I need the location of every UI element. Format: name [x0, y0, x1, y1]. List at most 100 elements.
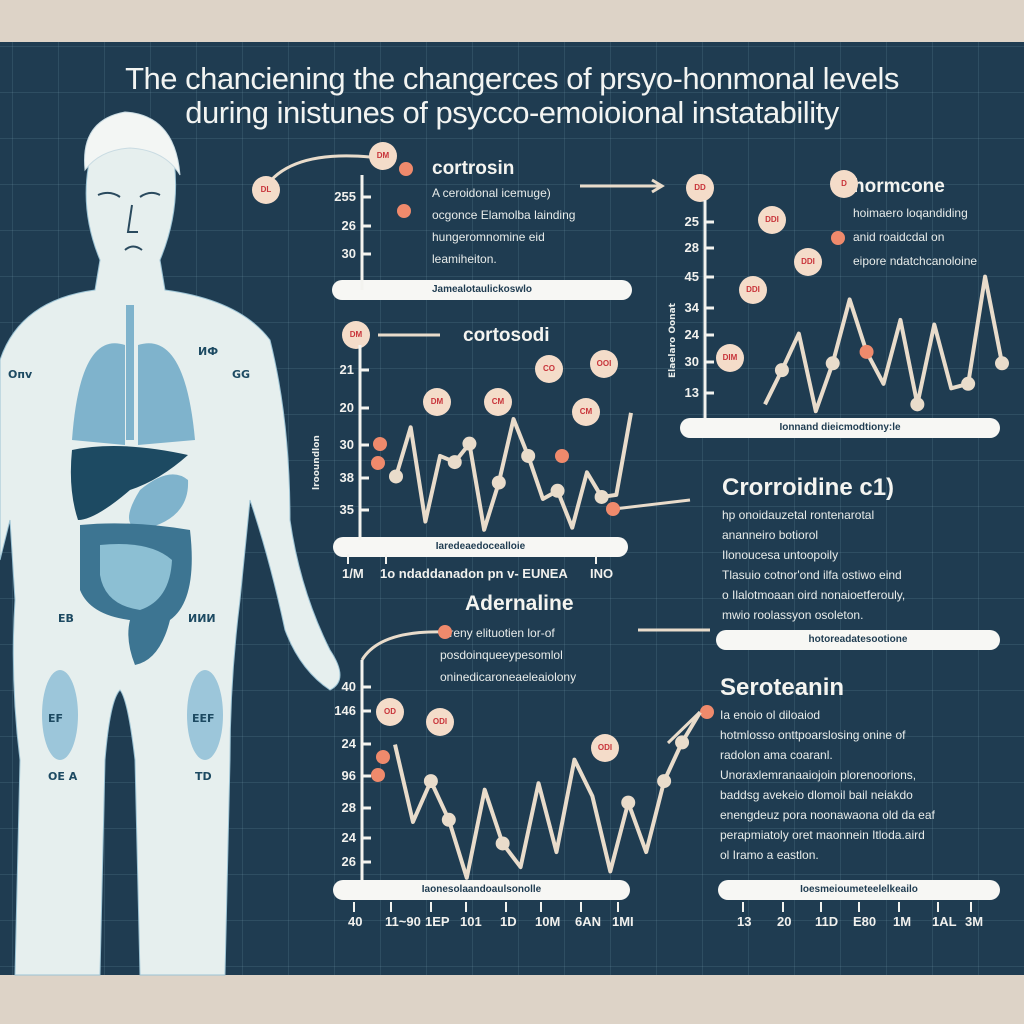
hormcone-badge: DDI [794, 248, 822, 276]
adernaline-tick-label: 96 [341, 768, 356, 783]
seroteanin-x-tick-label: 13 [737, 914, 752, 929]
cortrosin-badge: DM [369, 142, 397, 170]
cortrosin-description-line: leamiheiton. [432, 252, 497, 266]
hormcone-marker-dot [831, 231, 845, 245]
cortosodi-data-point [447, 455, 462, 470]
cortosodi-tick-label: 35 [339, 502, 354, 517]
seroteanin-x-tick-label: E80 [853, 914, 877, 929]
body-label: Oпv [8, 368, 33, 381]
cortrosin-tick-label: 26 [341, 218, 356, 233]
stomach [129, 474, 189, 530]
cortosodi-badge: CO [535, 355, 563, 383]
seroteanin-x-tick-label: 1AL [932, 914, 957, 929]
seroteanin-x-tick-label: 3M [965, 914, 984, 929]
hair [84, 111, 181, 176]
cortosodi-marker-dot [555, 449, 569, 463]
seroteanin-axis-bar: Ioesmeioumeteelelkeailo [718, 880, 1000, 900]
crorroidine-description-line: o Ilalotmoaan oird nonaioetferouly, [722, 588, 906, 602]
hormcone-data-point [995, 356, 1009, 371]
adernaline-x-tick-label: 101 [460, 914, 482, 929]
adernaline-tick-label: 26 [341, 854, 356, 869]
hormcone-tick-label: 30 [684, 354, 699, 369]
cortosodi-marker-dot [606, 502, 620, 516]
hormcone-data-point [825, 356, 840, 371]
body-label: TD [195, 770, 212, 783]
hormcone-title: hormcone [853, 176, 945, 197]
seroteanin-description-line: radolon ama coaranl. [720, 748, 833, 762]
adernaline-tick-label: 40 [341, 679, 356, 694]
cortrosin-description-line: ocgonce Elamolba lainding [432, 208, 576, 222]
cortosodi-tick-label: 38 [339, 470, 354, 485]
page-title-line1: The chanciening the changerces of prsyo-… [125, 61, 899, 96]
adernaline-title: Adernaline [465, 592, 574, 615]
cortosodi-marker-dot [371, 456, 385, 470]
hormcone-tick-label: 45 [684, 269, 699, 284]
cortosodi-data-point [462, 436, 477, 451]
adernaline-data-point [423, 774, 438, 789]
cortosodi-data-point [491, 475, 506, 490]
seroteanin-description-line: baddsg avekeio dlomoil bail neiakdo [720, 788, 913, 802]
adernaline-tick-label: 28 [341, 800, 356, 815]
hormcone-description-line: anid roaidcdal on [853, 230, 945, 244]
hormcone-tick-label: 25 [684, 214, 699, 229]
adernaline-description-line: oninedicaroneaeleaiolony [440, 670, 577, 684]
adernaline-tick-label: 146 [334, 703, 356, 718]
adernaline-marker-dot [438, 625, 452, 639]
adernaline-x-tick-label: 11~90 [385, 914, 421, 929]
seroteanin-title: Seroteanin [720, 674, 845, 701]
hormcone-data-point [774, 363, 789, 378]
adernaline-marker-dot [371, 768, 385, 782]
adernaline-marker-dot [376, 750, 390, 764]
adernaline-data-point [621, 795, 636, 810]
hormcone-tick-label: 28 [684, 240, 699, 255]
crorroidine-description-line: Ilonoucesa untoopoily [722, 548, 839, 562]
liver [70, 446, 188, 520]
cortosodi-tick-label: 30 [339, 437, 354, 452]
cortrosin-marker-dot [399, 162, 413, 176]
body-label: GG [232, 368, 251, 381]
seroteanin-x-tick-label: 1M [893, 914, 912, 929]
adernaline-data-point [495, 836, 510, 851]
cortosodi-tick-label: 20 [339, 400, 354, 415]
seroteanin-x-tick-label: 11D [815, 914, 839, 929]
left-lung [72, 343, 125, 445]
cortrosin-tick-label: 255 [334, 189, 356, 204]
seroteanin-description-line: Ia enoio ol diloaiod [720, 708, 821, 722]
cortosodi-x-tick-label: INO [590, 566, 614, 581]
seroteanin-x-tick-label: 20 [777, 914, 792, 929]
adernaline-marker-dot [700, 705, 714, 719]
hormcone-description-line: eipore ndatchcanoloine [853, 254, 978, 268]
left-thigh-muscle [42, 670, 78, 760]
right-thigh-muscle [187, 670, 223, 760]
cortosodi-data-point [594, 489, 609, 504]
cortosodi-badge: CM [484, 388, 512, 416]
cortrosin-description-line: A ceroidonal icemuge) [432, 186, 551, 200]
adernaline-badge: ODI [591, 734, 619, 762]
body-label: OE A [48, 770, 78, 783]
hormcone-badge: DIM [716, 344, 744, 372]
cortosodi-data-point [389, 469, 403, 484]
seroteanin-description-line: hotmlosso onttpoarslosing onine of [720, 728, 906, 742]
hormcone-badge: DDI [758, 206, 786, 234]
adernaline-data-point [675, 735, 690, 750]
adernaline-description-line: alreny elituotien lor-of [440, 626, 555, 640]
cortosodi-badge: DM [423, 388, 451, 416]
cortosodi-marker-dot [373, 437, 387, 451]
cortosodi-data-point [521, 448, 536, 463]
body-label: EЕF [192, 712, 215, 725]
hormcone-axis-bar: Ionnand dieicmodtiony:le [680, 418, 1000, 438]
seroteanin-description-line: Unoraxlemranaaiojoin plorenoorions, [720, 768, 917, 782]
hormcone-highlight-point [859, 344, 874, 359]
adernaline-x-tick-label: 6AN [575, 914, 602, 929]
hormcone-tick-label: 34 [684, 300, 699, 315]
seroteanin-description-line: ol Iramo a eastlon. [720, 848, 819, 862]
adernaline-x-tick-label: 10M [535, 914, 561, 929]
crorroidine-description-line: ananneiro botiorol [722, 528, 819, 542]
adernaline-tick-label: 24 [341, 830, 356, 845]
adernaline-x-tick-label: 1D [500, 914, 517, 929]
cortrosin-badge: DL [252, 176, 280, 204]
adernaline-tick-label: 24 [341, 736, 356, 751]
adernaline-x-tick-label: 1EP [425, 914, 450, 929]
